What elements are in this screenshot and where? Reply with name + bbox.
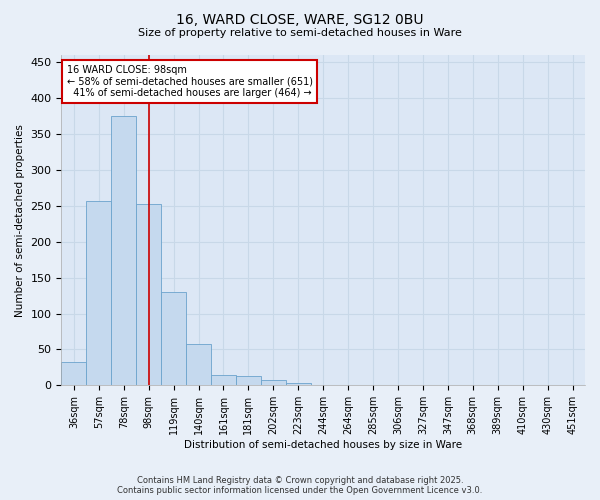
Text: 16, WARD CLOSE, WARE, SG12 0BU: 16, WARD CLOSE, WARE, SG12 0BU <box>176 12 424 26</box>
X-axis label: Distribution of semi-detached houses by size in Ware: Distribution of semi-detached houses by … <box>184 440 462 450</box>
Text: Size of property relative to semi-detached houses in Ware: Size of property relative to semi-detach… <box>138 28 462 38</box>
Bar <box>111 116 136 386</box>
Text: Contains HM Land Registry data © Crown copyright and database right 2025.
Contai: Contains HM Land Registry data © Crown c… <box>118 476 482 495</box>
Bar <box>286 383 311 386</box>
Bar <box>61 362 86 386</box>
Bar <box>186 344 211 386</box>
Bar <box>136 204 161 386</box>
Text: 16 WARD CLOSE: 98sqm
← 58% of semi-detached houses are smaller (651)
  41% of se: 16 WARD CLOSE: 98sqm ← 58% of semi-detac… <box>67 65 313 98</box>
Bar <box>236 376 261 386</box>
Y-axis label: Number of semi-detached properties: Number of semi-detached properties <box>15 124 25 316</box>
Bar <box>161 292 186 386</box>
Bar <box>211 374 236 386</box>
Bar <box>86 201 111 386</box>
Bar <box>261 380 286 386</box>
